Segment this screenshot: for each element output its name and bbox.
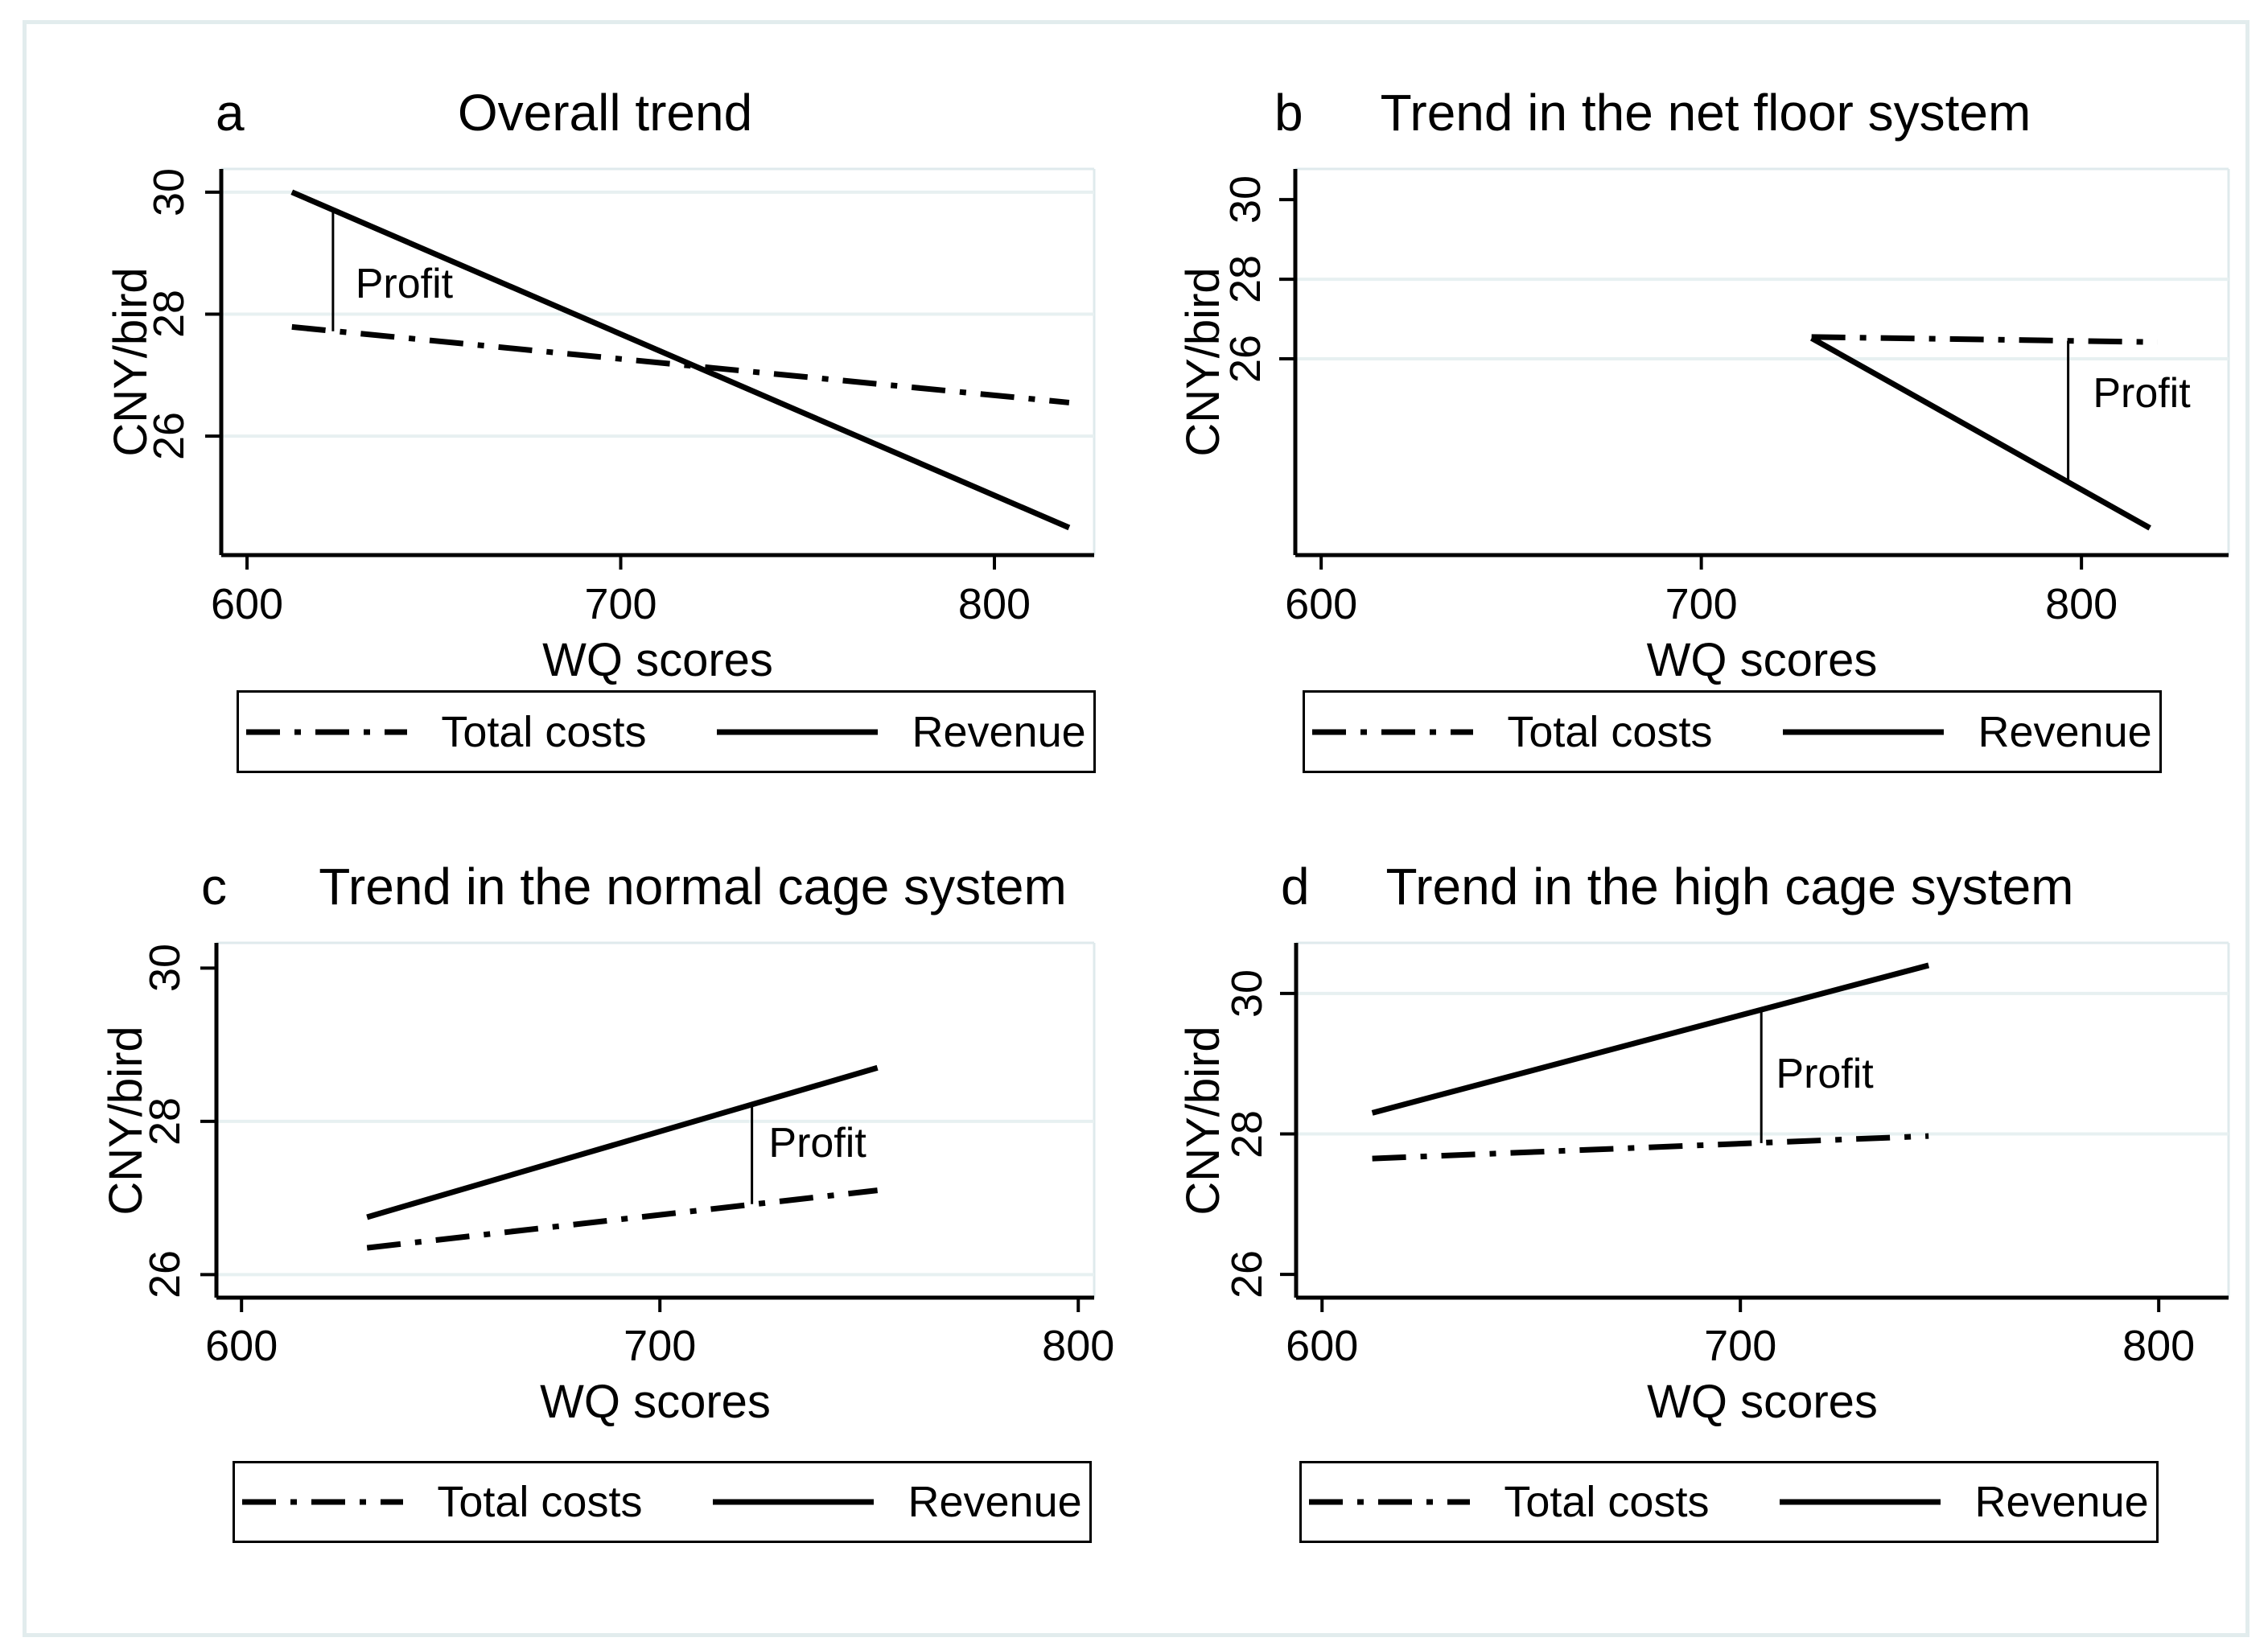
panel-a-legend-sample-total-costs — [246, 729, 408, 734]
panel-a-profit-label: Profit — [355, 260, 454, 307]
panel-a-legend-label: Total costs — [441, 707, 647, 756]
panel-c-x-axis-title: WQ scores — [540, 1376, 771, 1428]
panel-c-legend-sample-total-costs — [242, 1499, 404, 1505]
panel-a-legend-label: Revenue — [912, 707, 1086, 756]
panel-b-y-tick-label: 26 — [1221, 334, 1270, 384]
panel-a-title: Overall trend — [457, 84, 753, 142]
panel-b-y-tick-label: 30 — [1221, 175, 1270, 224]
panel-d-y-tick-label: 26 — [1223, 1250, 1271, 1299]
panel-d-y-tick-label: 28 — [1223, 1109, 1271, 1158]
panel-b-y-axis-title: CNY/bird — [1177, 267, 1229, 457]
panel-b-x-tick-label: 800 — [2045, 580, 2118, 628]
panel-c-x-tick-label: 700 — [624, 1322, 697, 1370]
panel-b-title: Trend in the net floor system — [1380, 84, 2031, 142]
panel-d-legend-label: Revenue — [1974, 1478, 2149, 1526]
panel-b-x-axis-title: WQ scores — [1646, 634, 1878, 686]
panel-d-profit-label: Profit — [1776, 1051, 1874, 1098]
panel-a-x-tick-label: 600 — [210, 580, 284, 628]
panel-b-y-tick-label: 28 — [1221, 255, 1270, 304]
panel-d-title: Trend in the high cage system — [1385, 858, 2074, 916]
panel-a-letter: a — [216, 84, 245, 142]
panel-d-legend-sample-revenue — [1780, 1499, 1941, 1505]
panel-b-legend-label: Revenue — [1978, 707, 2152, 756]
panel-a-legend-sample-revenue — [717, 729, 879, 734]
panel-d-legend-label: Total costs — [1504, 1478, 1710, 1526]
panel-a-legend: Total costs Revenue — [237, 690, 1096, 773]
panel-b-legend: Total costs Revenue — [1303, 690, 2162, 773]
panel-a-y-tick-label: 30 — [145, 167, 193, 216]
panel-d-y-axis-title: CNY/bird — [1177, 1025, 1229, 1216]
panel-a-y-axis-title: CNY/bird — [105, 267, 157, 457]
panel-c-total-costs-line — [366, 1187, 879, 1251]
panel-c-legend-label: Revenue — [908, 1478, 1082, 1526]
panel-a-total-costs-line — [291, 323, 1070, 405]
panel-a-x-tick-label: 800 — [957, 580, 1031, 628]
panel-c-y-tick-label: 30 — [141, 944, 189, 993]
panel-c-profit-label: Profit — [768, 1119, 866, 1167]
panel-d-revenue-line — [1371, 962, 1930, 1116]
panel-b-x-tick-label: 600 — [1285, 580, 1358, 628]
panel-c-legend: Total costs Revenue — [233, 1461, 1092, 1543]
panel-b-x-tick-label: 700 — [1665, 580, 1738, 628]
panel-c-x-tick-label: 800 — [1042, 1322, 1115, 1370]
panel-c-legend-label: Total costs — [437, 1478, 643, 1526]
panel-a-revenue-line — [290, 189, 1071, 531]
panel-b-legend-label: Total costs — [1507, 707, 1713, 756]
panel-b-profit-label: Profit — [2093, 370, 2191, 418]
panel-d-x-tick-label: 800 — [2122, 1322, 2196, 1370]
panel-b-legend-sample-total-costs — [1312, 729, 1474, 734]
panel-c-revenue-line — [366, 1064, 879, 1220]
panel-d-legend-sample-total-costs — [1309, 1499, 1471, 1505]
panel-c-x-tick-label: 600 — [205, 1322, 278, 1370]
panel-a-x-tick-label: 700 — [584, 580, 657, 628]
panel-c-letter: c — [201, 858, 227, 916]
panel-c-y-axis-title: CNY/bird — [100, 1025, 152, 1216]
panel-d-x-tick-label: 600 — [1286, 1322, 1359, 1370]
panel-d-y-tick-label: 30 — [1223, 969, 1271, 1018]
panel-b-letter: b — [1274, 84, 1303, 142]
panel-b-legend-sample-revenue — [1783, 729, 1945, 734]
panel-c-title: Trend in the normal cage system — [319, 858, 1067, 916]
panel-c-y-tick-label: 26 — [141, 1250, 189, 1299]
panel-c-legend-sample-revenue — [713, 1499, 875, 1505]
panel-d-total-costs-line — [1372, 1133, 1929, 1162]
panel-d-x-axis-title: WQ scores — [1647, 1376, 1878, 1428]
panel-a-x-axis-title: WQ scores — [542, 634, 773, 686]
panel-b-total-costs-line — [1811, 334, 2158, 345]
panel-b-revenue-line — [1809, 335, 2151, 531]
panel-d-x-tick-label: 700 — [1704, 1322, 1777, 1370]
panel-d-legend: Total costs Revenue — [1299, 1461, 2159, 1543]
panel-d-letter: d — [1281, 858, 1310, 916]
